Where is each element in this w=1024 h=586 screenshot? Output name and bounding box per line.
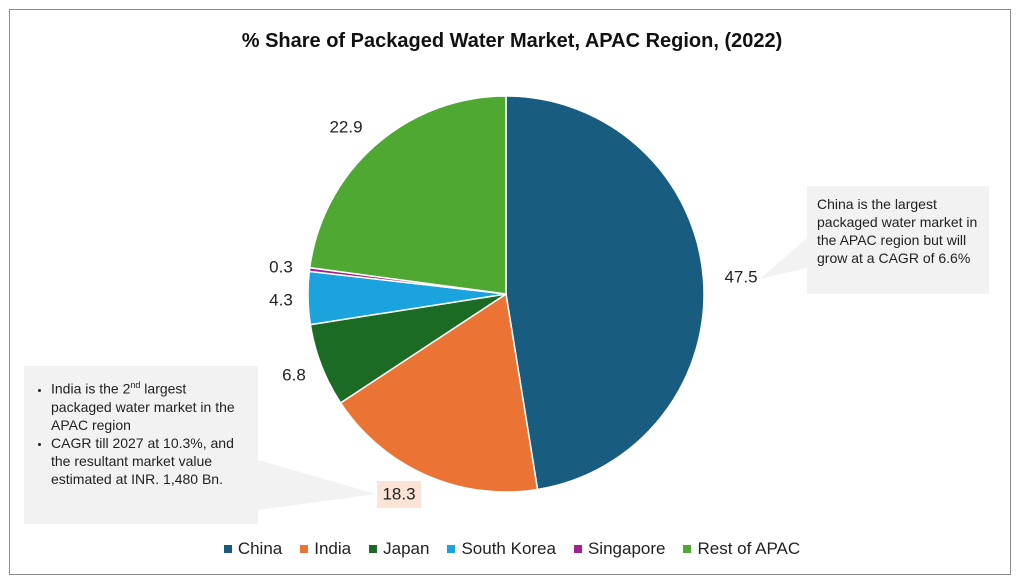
legend-swatch-china (223, 544, 232, 553)
legend-label-china: China (237, 539, 283, 558)
data-label-china: 47.5 (724, 267, 757, 286)
data-label-south-korea: 4.3 (269, 290, 293, 309)
pie-slice-india (339, 292, 539, 493)
legend-label-japan: Japan (383, 539, 430, 558)
legend-item-south-korea: South Korea (447, 539, 556, 559)
china-callout-pointer (760, 238, 807, 279)
legend-swatch-south-korea (447, 544, 456, 553)
india-annotation-bullet-2: CAGR till 2027 at 10.3%, and the resulta… (51, 434, 248, 488)
legend-item-japan: Japan (369, 539, 429, 559)
india-annotation-bullet-1: India is the 2nd largest packaged water … (51, 376, 248, 434)
chart-legend: China India Japan South Korea Singapore Rest … (0, 539, 1024, 559)
legend-item-india: India (300, 539, 351, 559)
india-bullet-1-superscript: nd (130, 380, 141, 390)
legend-label-south-korea: South Korea (461, 539, 556, 558)
chart-title: % Share of Packaged Water Market, APAC R… (241, 30, 783, 52)
india-annotation: India is the 2nd largest packaged water … (24, 366, 258, 524)
india-callout-pointer (258, 460, 376, 510)
legend-label-singapore: Singapore (587, 539, 666, 558)
legend-swatch-singapore (573, 544, 582, 553)
legend-label-rest-of-apac: Rest of APAC (697, 539, 801, 558)
data-label-singapore: 0.3 (269, 257, 293, 276)
china-annotation: China is the largest packaged water mark… (807, 186, 989, 294)
data-label-rest-of-apac: 22.9 (329, 117, 362, 136)
legend-item-rest-of-apac: Rest of APAC (683, 539, 800, 559)
pie-slice-china (505, 95, 705, 491)
legend-item-china: China (223, 539, 283, 559)
legend-swatch-japan (369, 544, 378, 553)
data-label-india: 18.3 (382, 484, 415, 503)
legend-swatch-rest-of-apac (683, 544, 692, 553)
india-label-highlight (377, 481, 421, 508)
legend-label-india: India (314, 539, 352, 558)
india-bullet-1-text-rest: largest packaged water market in the APA… (51, 380, 235, 433)
legend-item-singapore: Singapore (573, 539, 666, 559)
india-bullet-1-text: India is the 2 (51, 380, 131, 397)
legend-swatch-india (300, 544, 309, 553)
data-label-japan: 6.8 (282, 365, 306, 384)
pie-slice-rest-of-apac (308, 95, 507, 295)
